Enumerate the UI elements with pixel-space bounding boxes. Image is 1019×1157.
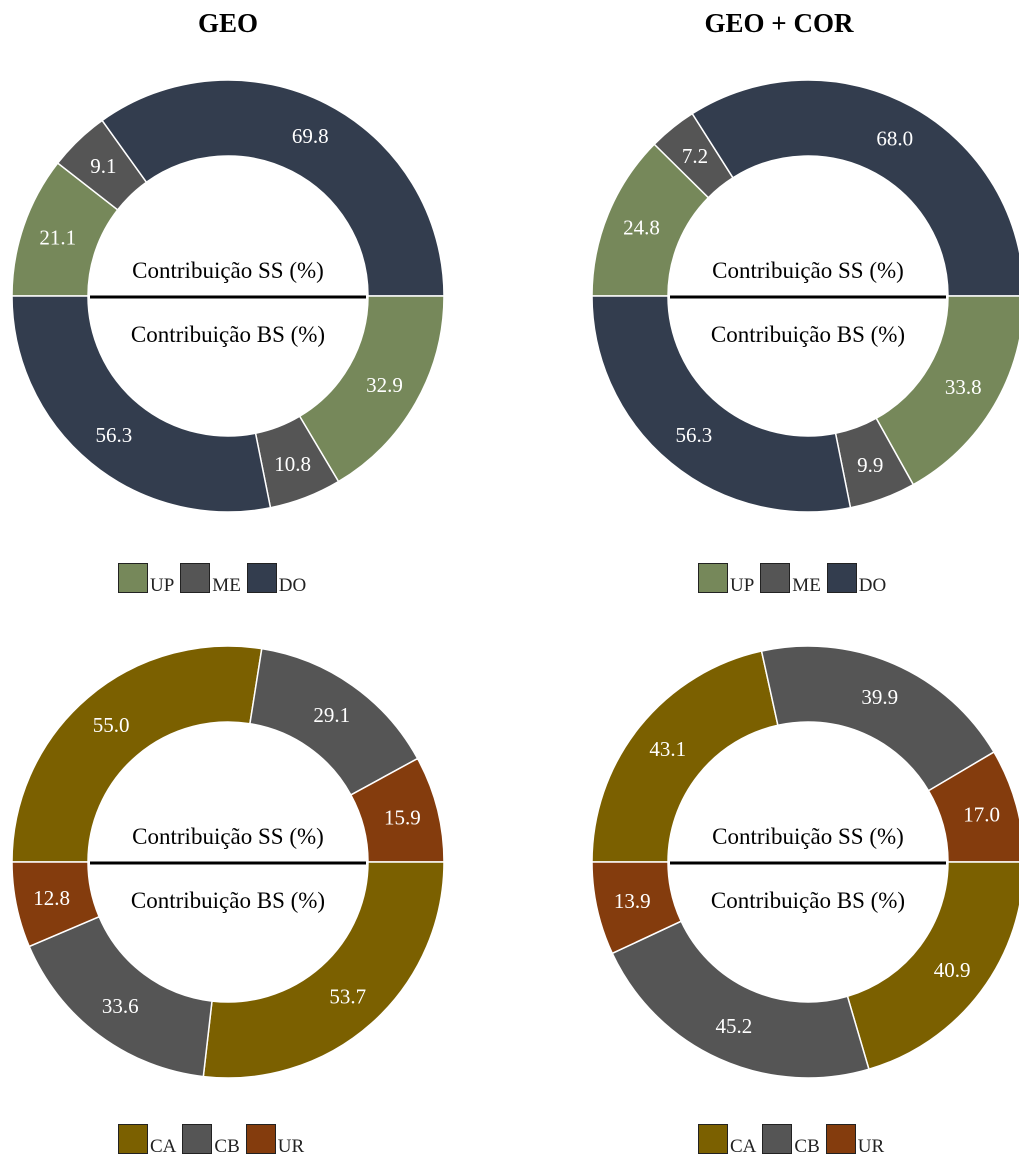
legend-item-up: UP [118,563,175,596]
data-label-cb-top: 39.9 [861,685,898,709]
center-label-bottom: Contribuição BS (%) [131,888,325,913]
slice-do-bottom [591,295,852,513]
legend-label-do: DO [858,575,887,596]
data-label-do-top: 69.8 [292,124,329,148]
legend-item-ur: UR [825,1124,885,1157]
legend-item-cb: CB [762,1124,820,1157]
center-label-bottom: Contribuição BS (%) [711,322,905,347]
legend-label-ur: UR [857,1136,885,1157]
data-label-up-bottom: 32.9 [366,373,403,397]
legend-swatch-up [698,563,728,593]
legend-swatch-cb [182,1124,213,1154]
legend-ca-cb-ur-left: CA CB UR [118,1124,305,1157]
center-label-top: Contribuição SS (%) [132,258,324,283]
data-label-ur-top: 15.9 [384,806,421,830]
legend-swatch-me [760,563,791,593]
legend-item-do: DO [826,563,887,596]
slice-do-top [101,79,445,297]
data-label-ca-bottom: 53.7 [329,984,366,1008]
legend-item-do: DO [246,563,307,596]
legend-item-ur: UR [245,1124,305,1157]
legend-item-up: UP [698,563,755,596]
legend-item-ca: CA [698,1124,757,1157]
slice-ca-bottom [202,861,445,1079]
data-label-up-bottom: 33.8 [945,375,982,399]
legend-up-me-do-left: UP ME DO [118,563,307,596]
center-label-top: Contribuição SS (%) [712,824,904,849]
legend-swatch-do [826,563,857,593]
slice-ca-top [11,645,263,863]
legend-label-ur: UR [277,1136,305,1157]
title-geo-cor: GEO + COR [704,8,854,38]
donut-panel-0: 21.1 9.1 69.8 32.9 10.8 56.3 Contribuição SS (… [11,79,445,513]
slice-do-top [691,79,1019,297]
legend-item-me: ME [180,563,241,596]
center-label-bottom: Contribuição BS (%) [131,322,325,347]
center-label-top: Contribuição SS (%) [712,258,904,283]
data-label-ur-bottom: 12.8 [33,886,70,910]
slice-ur-top [927,751,1019,863]
center-label-top: Contribuição SS (%) [132,824,324,849]
data-label-do-bottom: 56.3 [676,423,713,447]
data-label-cb-bottom: 45.2 [716,1014,753,1038]
data-label-me-bottom: 10.8 [274,452,311,476]
legend-item-me: ME [760,563,821,596]
legend-label-cb: CB [214,1136,240,1157]
legend-label-ca: CA [730,1136,757,1157]
slice-ur-bottom [591,861,683,955]
legend-swatch-ur [245,1124,276,1154]
legend-item-cb: CB [182,1124,240,1157]
legend-swatch-cb [762,1124,793,1154]
data-label-do-top: 68.0 [876,126,913,150]
data-label-ca-top: 43.1 [649,737,686,761]
data-label-ca-top: 55.0 [93,713,130,737]
data-label-do-bottom: 56.3 [96,423,133,447]
legend-item-ca: CA [118,1124,177,1157]
data-label-ca-bottom: 40.9 [934,958,971,982]
data-label-ur-bottom: 13.9 [614,889,651,913]
data-label-up-top: 24.8 [623,216,660,240]
data-label-cb-top: 29.1 [313,703,350,727]
legend-swatch-up [118,563,148,593]
data-label-me-top: 9.1 [90,154,116,178]
donut-panel-2: 55.0 29.1 15.9 53.7 33.6 12.8 Contribuição SS … [11,645,445,1079]
legend-swatch-ca [118,1124,148,1154]
slice-do-bottom [11,295,272,513]
legend-swatch-ur [825,1124,856,1154]
legend-label-cb: CB [794,1136,820,1157]
data-label-me-bottom: 9.9 [857,453,883,477]
legend-up-me-do-right: UP ME DO [698,563,887,596]
data-label-up-top: 21.1 [39,225,76,249]
data-label-me-top: 7.2 [682,144,708,168]
legend-label-me: ME [212,575,241,596]
legend-label-up: UP [150,575,175,596]
donut-panel-1: 24.8 7.2 68.0 33.8 9.9 56.3 Contribuição SS (%… [591,79,1019,513]
center-label-bottom: Contribuição BS (%) [711,888,905,913]
slice-cb-top [760,645,995,792]
legend-label-do: DO [278,575,307,596]
slice-ur-bottom [11,861,101,948]
legend-label-ca: CA [150,1136,177,1157]
title-geo: GEO [197,8,258,38]
slice-cb-bottom [611,920,870,1079]
legend-label-up: UP [730,575,755,596]
legend-ca-cb-ur-right: CA CB UR [698,1124,885,1157]
legend-swatch-me [180,563,211,593]
legend-swatch-do [246,563,277,593]
donut-panel-3: 43.1 39.9 17.0 40.9 45.2 13.9 Contribuição SS … [591,645,1019,1079]
legend-label-me: ME [792,575,821,596]
data-label-ur-top: 17.0 [963,803,1000,827]
data-label-cb-bottom: 33.6 [102,994,139,1018]
legend-swatch-ca [698,1124,728,1154]
